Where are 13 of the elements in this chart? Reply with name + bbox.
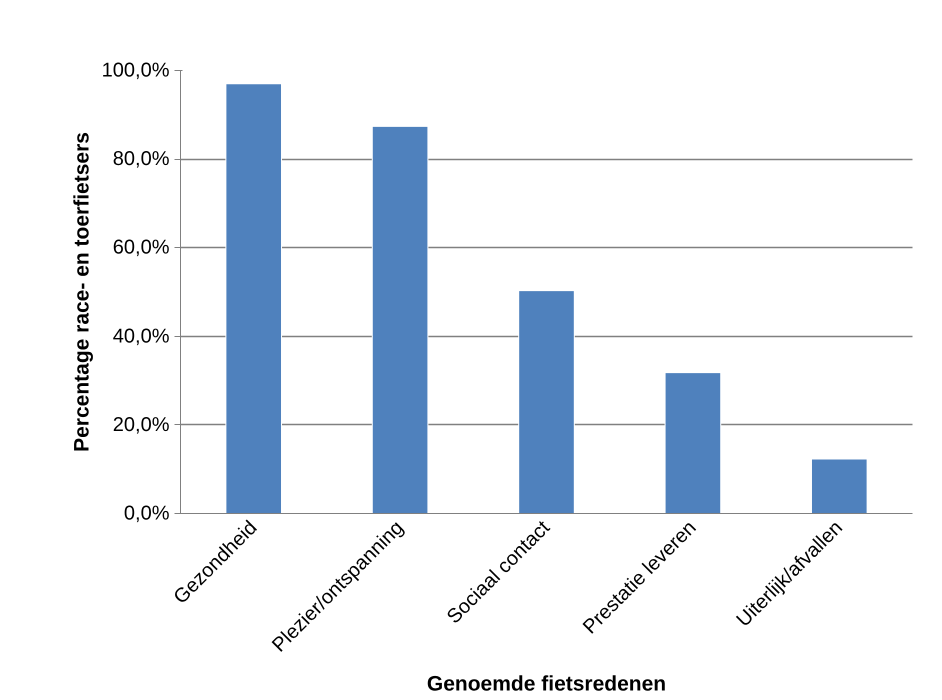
y-axis-title: Percentage race- en toerfietsers — [70, 132, 94, 452]
y-tick-label: 80,0% — [112, 148, 170, 170]
bar — [664, 372, 722, 514]
y-tick-label: 20,0% — [112, 414, 170, 436]
y-tick-label: 0,0% — [124, 502, 170, 524]
bar — [518, 290, 575, 514]
y-tick-label: 60,0% — [112, 236, 170, 259]
x-axis-title: Genoemde fietsredenen — [426, 672, 666, 696]
bar — [225, 83, 282, 514]
y-tick-label: 40,0% — [112, 325, 170, 348]
bar — [810, 458, 868, 514]
bar — [372, 126, 428, 514]
y-tick-label: 100,0% — [102, 60, 170, 82]
